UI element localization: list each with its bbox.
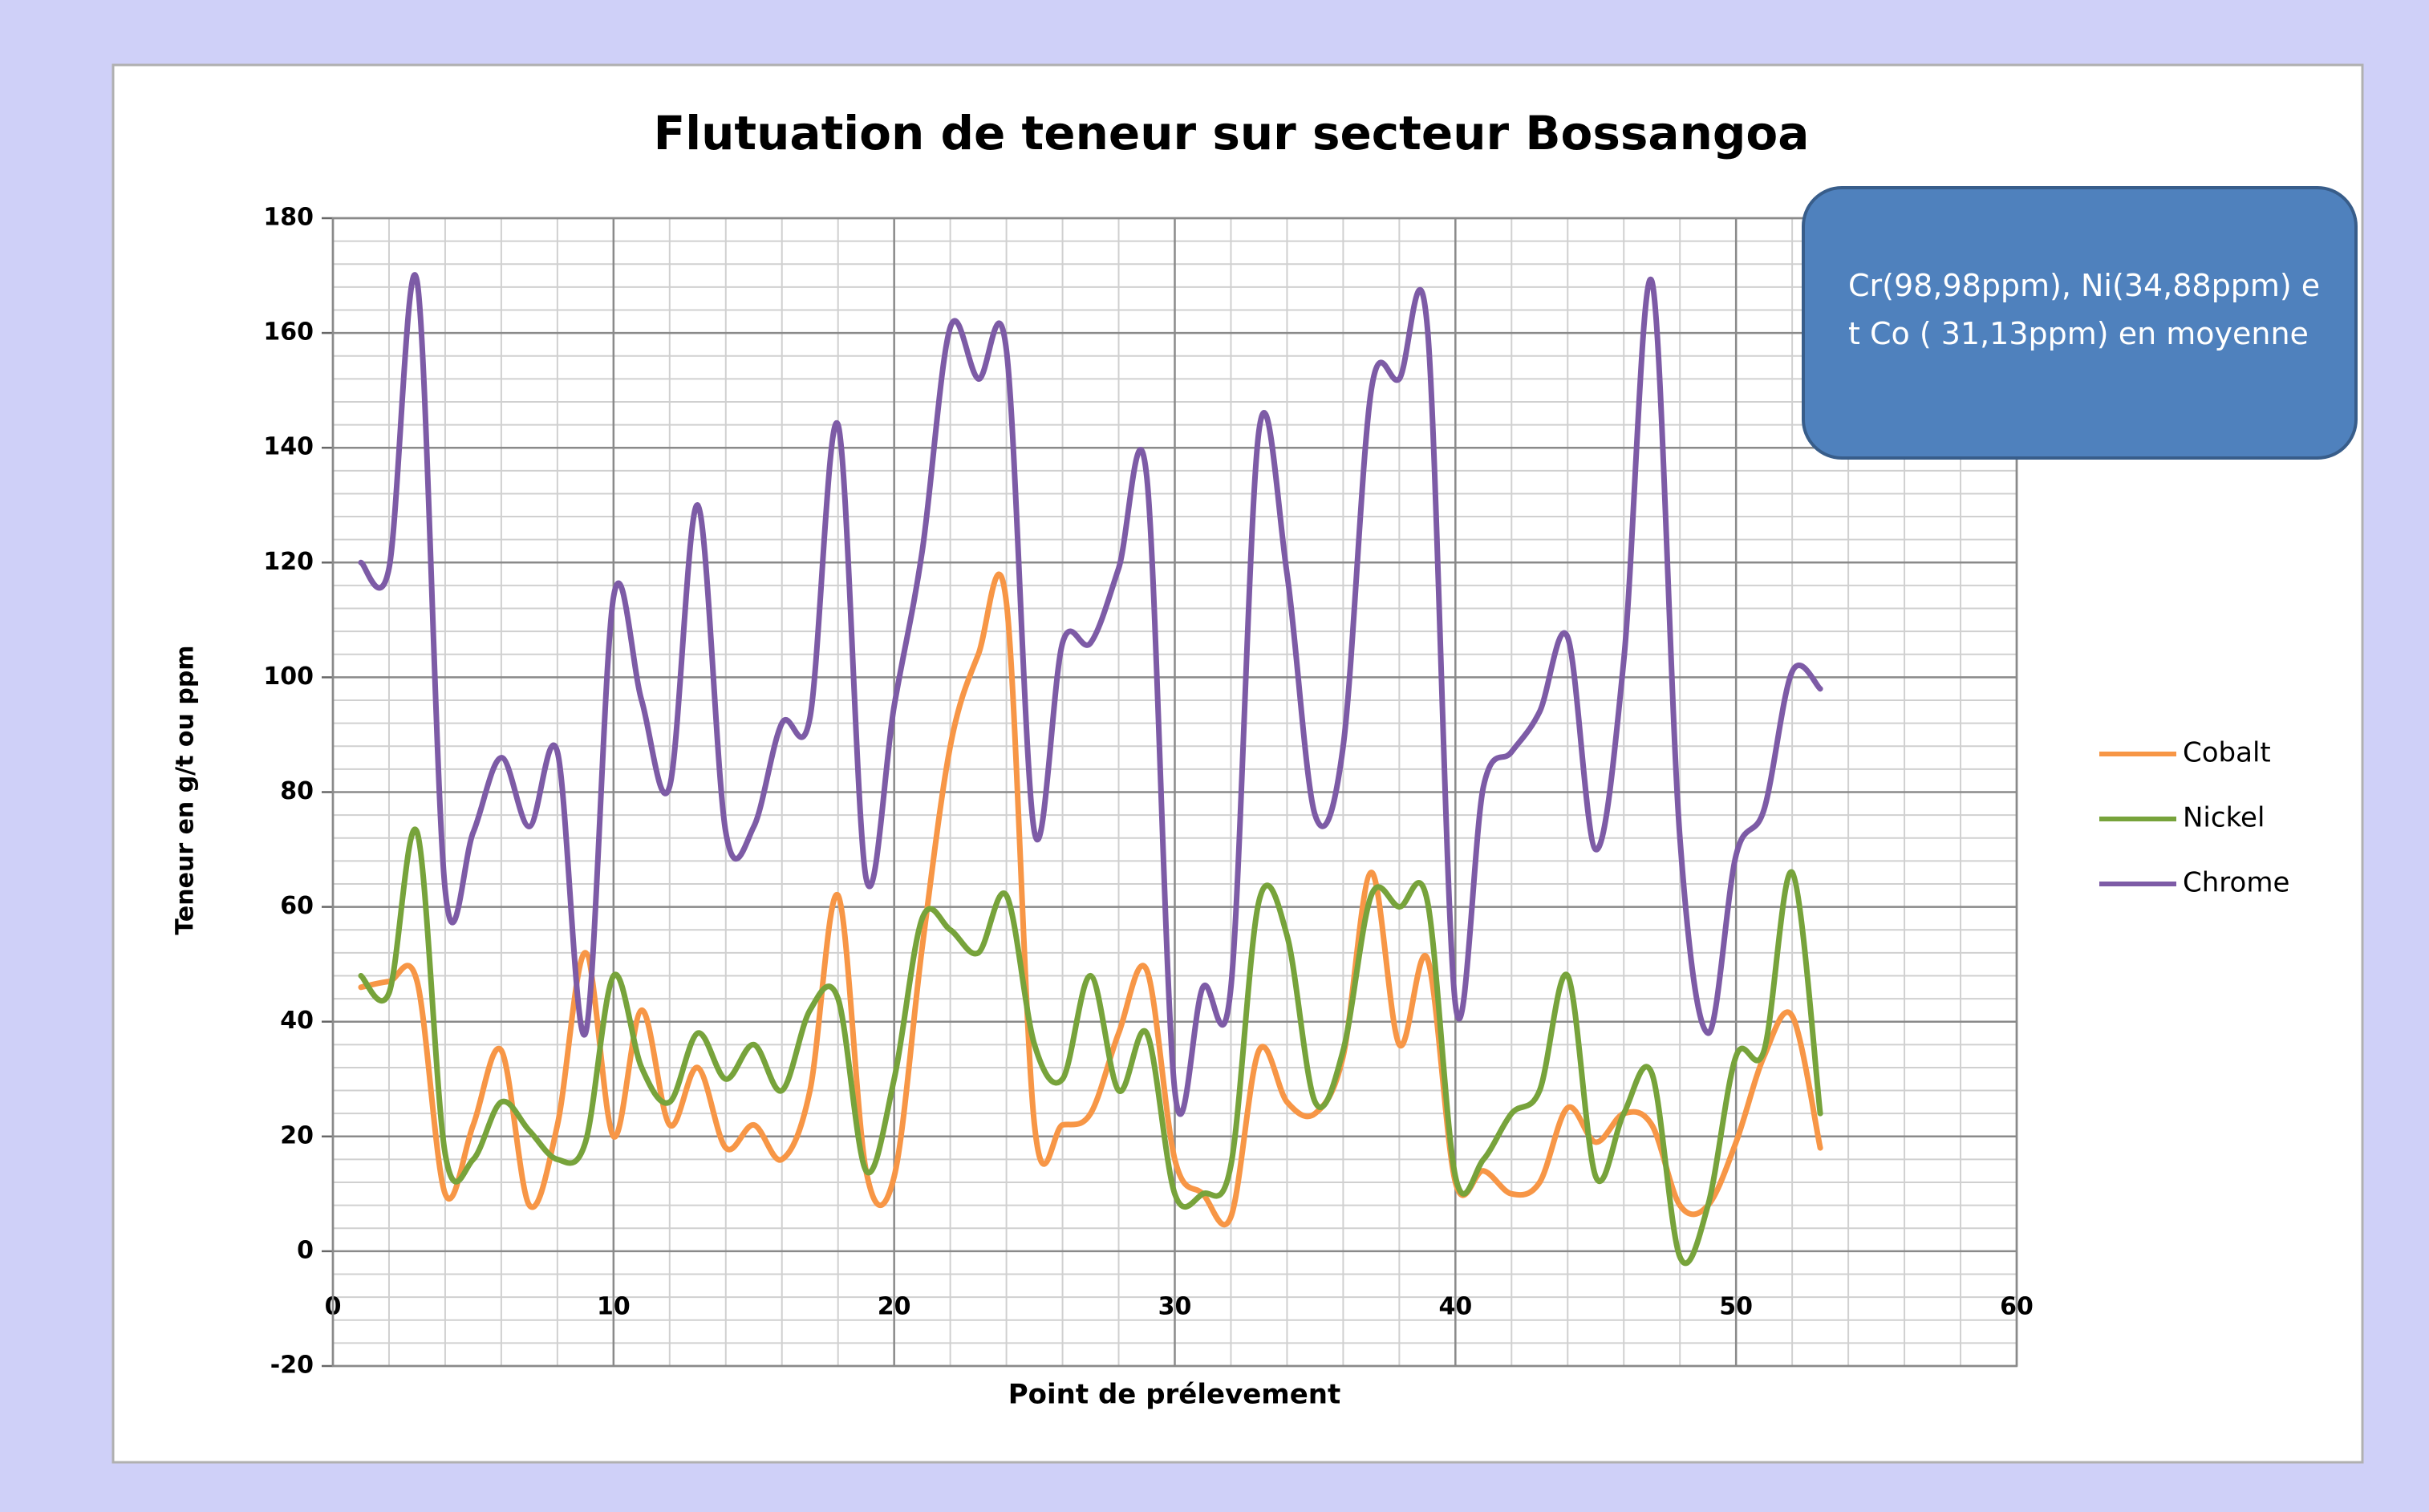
plot-border <box>331 217 2018 1368</box>
y-tick-label: 20 <box>280 1121 314 1149</box>
x-tick-label: 20 <box>878 1292 911 1320</box>
y-tick-label: -20 <box>270 1352 314 1380</box>
y-tick-label: 180 <box>263 204 314 232</box>
y-axis-label: Teneur en g/t ou ppm <box>172 645 200 934</box>
legend-label: Chrome <box>2183 867 2289 899</box>
x-tick-label: 40 <box>1438 1292 1472 1320</box>
chart-title: Flutuation de teneur sur secteur Bossang… <box>654 106 1810 160</box>
y-tick-label: 60 <box>280 892 314 920</box>
annotation: Cr(98,98ppm), Ni(34,88ppm) et Co ( 31,13… <box>1802 186 2358 460</box>
legend-label: Nickel <box>2183 802 2265 834</box>
x-tick-label: 50 <box>1719 1292 1753 1320</box>
x-axis-label: Point de prélevement <box>1008 1379 1341 1411</box>
x-tick-label: 10 <box>597 1292 631 1320</box>
legend-label: Cobalt <box>2183 737 2271 769</box>
series-line <box>358 826 1823 1267</box>
series-line <box>358 272 1823 1117</box>
x-tick-label: 30 <box>1158 1292 1192 1320</box>
y-tick-label: 160 <box>263 318 314 347</box>
y-tick-label: 140 <box>263 433 314 461</box>
y-tick-label: 40 <box>280 1007 314 1035</box>
y-tick-label: 100 <box>263 663 314 691</box>
y-tick-label: 0 <box>297 1236 314 1264</box>
y-tick-label: 80 <box>280 777 314 805</box>
y-tick-label: 120 <box>263 548 314 576</box>
